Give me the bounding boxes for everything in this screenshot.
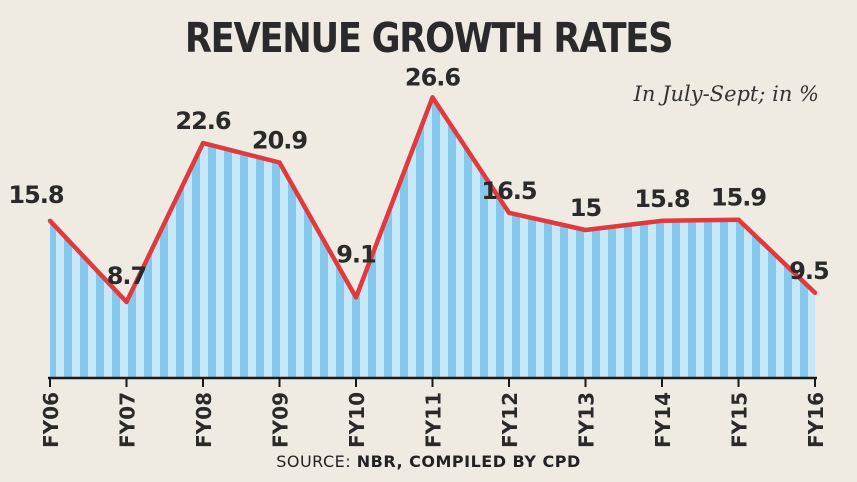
data-point (200, 140, 206, 146)
x-tick-label: FY16 (804, 392, 828, 448)
x-tick-label: FY07 (116, 392, 140, 448)
x-tick-label: FY14 (651, 392, 675, 448)
x-tick-label: FY12 (498, 392, 522, 448)
data-point (583, 227, 588, 233)
source-prefix: SOURCE: (276, 452, 352, 471)
data-point (124, 299, 129, 305)
value-label: 22.6 (175, 107, 231, 135)
value-label: 20.9 (252, 127, 308, 155)
data-point (277, 160, 282, 165)
x-tick-label: FY06 (39, 392, 63, 448)
x-tick-label: FY08 (192, 392, 216, 448)
source-note: SOURCE: NBR, COMPILED BY CPD (0, 452, 857, 471)
data-point (353, 295, 359, 300)
area-fill (50, 97, 815, 379)
source-text: NBR, COMPILED BY CPD (356, 452, 581, 471)
value-label: 15.9 (711, 184, 767, 212)
data-point (736, 217, 741, 222)
value-label: 16.5 (481, 177, 537, 205)
x-tick-label: FY13 (575, 392, 599, 448)
data-point (506, 210, 512, 216)
value-label: 15 (570, 194, 602, 222)
data-point (430, 95, 435, 100)
value-label: 26.6 (405, 63, 461, 91)
x-tick-label: FY10 (345, 392, 369, 448)
value-label: 8.7 (107, 262, 147, 290)
chart-title: REVENUE GROWTH RATES (184, 14, 674, 62)
chart-subtitle: In July-Sept; in % (633, 82, 819, 106)
value-label: 15.8 (8, 181, 64, 209)
value-label: 9.5 (789, 257, 829, 285)
value-label: 15.8 (634, 185, 690, 213)
x-tick-label: FY15 (728, 392, 752, 448)
data-point (47, 218, 53, 224)
x-tick-label: FY11 (422, 392, 446, 448)
value-label: 9.1 (336, 240, 376, 268)
data-point (659, 218, 665, 224)
x-tick-label: FY09 (269, 392, 293, 448)
data-point (812, 290, 818, 296)
